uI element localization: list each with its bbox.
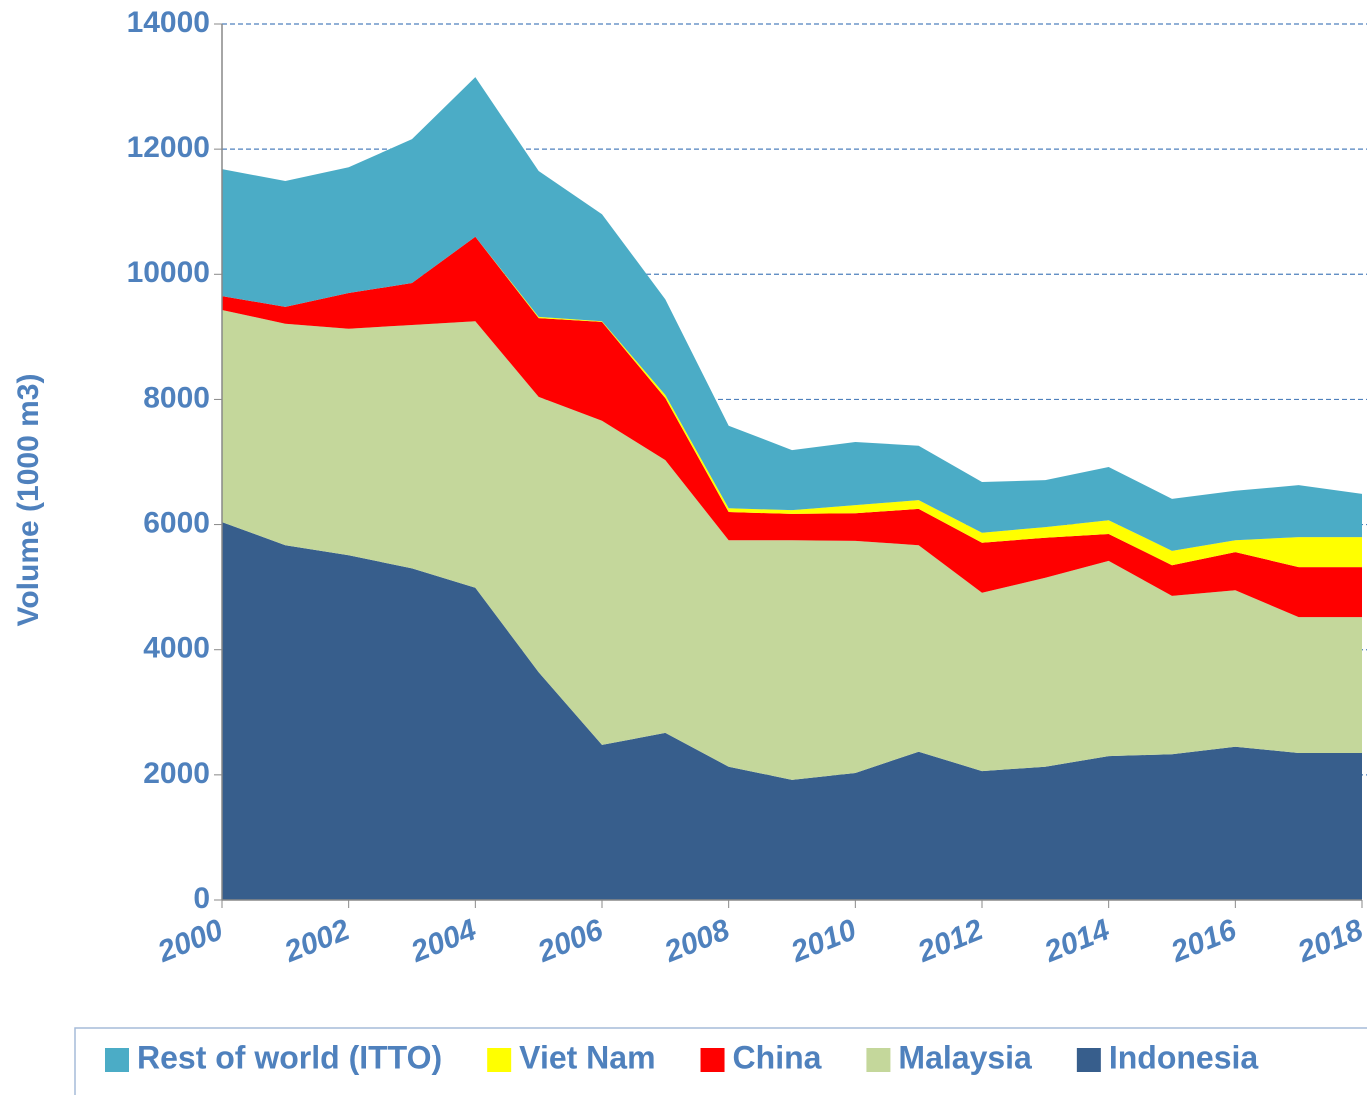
x-tick-label: 2008 [659,913,734,969]
legend-label: China [733,1039,822,1075]
legend-box [74,1027,1367,1095]
y-tick-label: 6000 [143,506,210,539]
x-tick-label: 2004 [406,913,481,969]
y-tick-label: 4000 [143,632,210,665]
legend-swatch [487,1048,512,1072]
legend-swatch [700,1048,725,1072]
x-tick-label: 2010 [786,913,861,969]
x-tick-label: 2012 [912,913,987,969]
legend-label: Rest of world (ITTO) [137,1039,442,1075]
area [222,522,1362,900]
area [222,309,1362,780]
y-tick-label: 8000 [143,381,210,414]
y-tick-label: 2000 [143,757,210,790]
legend-label: Viet Nam [519,1039,655,1075]
legend-label: Malaysia [898,1039,1032,1075]
x-tick-label: 2018 [1292,913,1367,969]
area [222,236,1362,618]
legend-label: Indonesia [1109,1039,1259,1075]
x-tick-label: 2000 [152,913,227,969]
y-tick-label: 12000 [127,131,210,164]
legend-swatch [105,1048,129,1072]
x-tick-label: 2016 [1166,913,1241,969]
y-tick-label: 0 [193,882,210,915]
area [222,77,1362,551]
x-tick-label: 2002 [279,913,354,969]
legend-swatch [866,1048,891,1072]
legend-swatch [1076,1048,1101,1072]
x-tick-label: 2014 [1039,913,1114,969]
y-tick-label: 10000 [127,256,210,289]
y-tick-label: 14000 [127,6,210,39]
x-tick-label: 2006 [532,913,607,969]
y-axis-label: Volume (1000 m3) [12,374,45,627]
